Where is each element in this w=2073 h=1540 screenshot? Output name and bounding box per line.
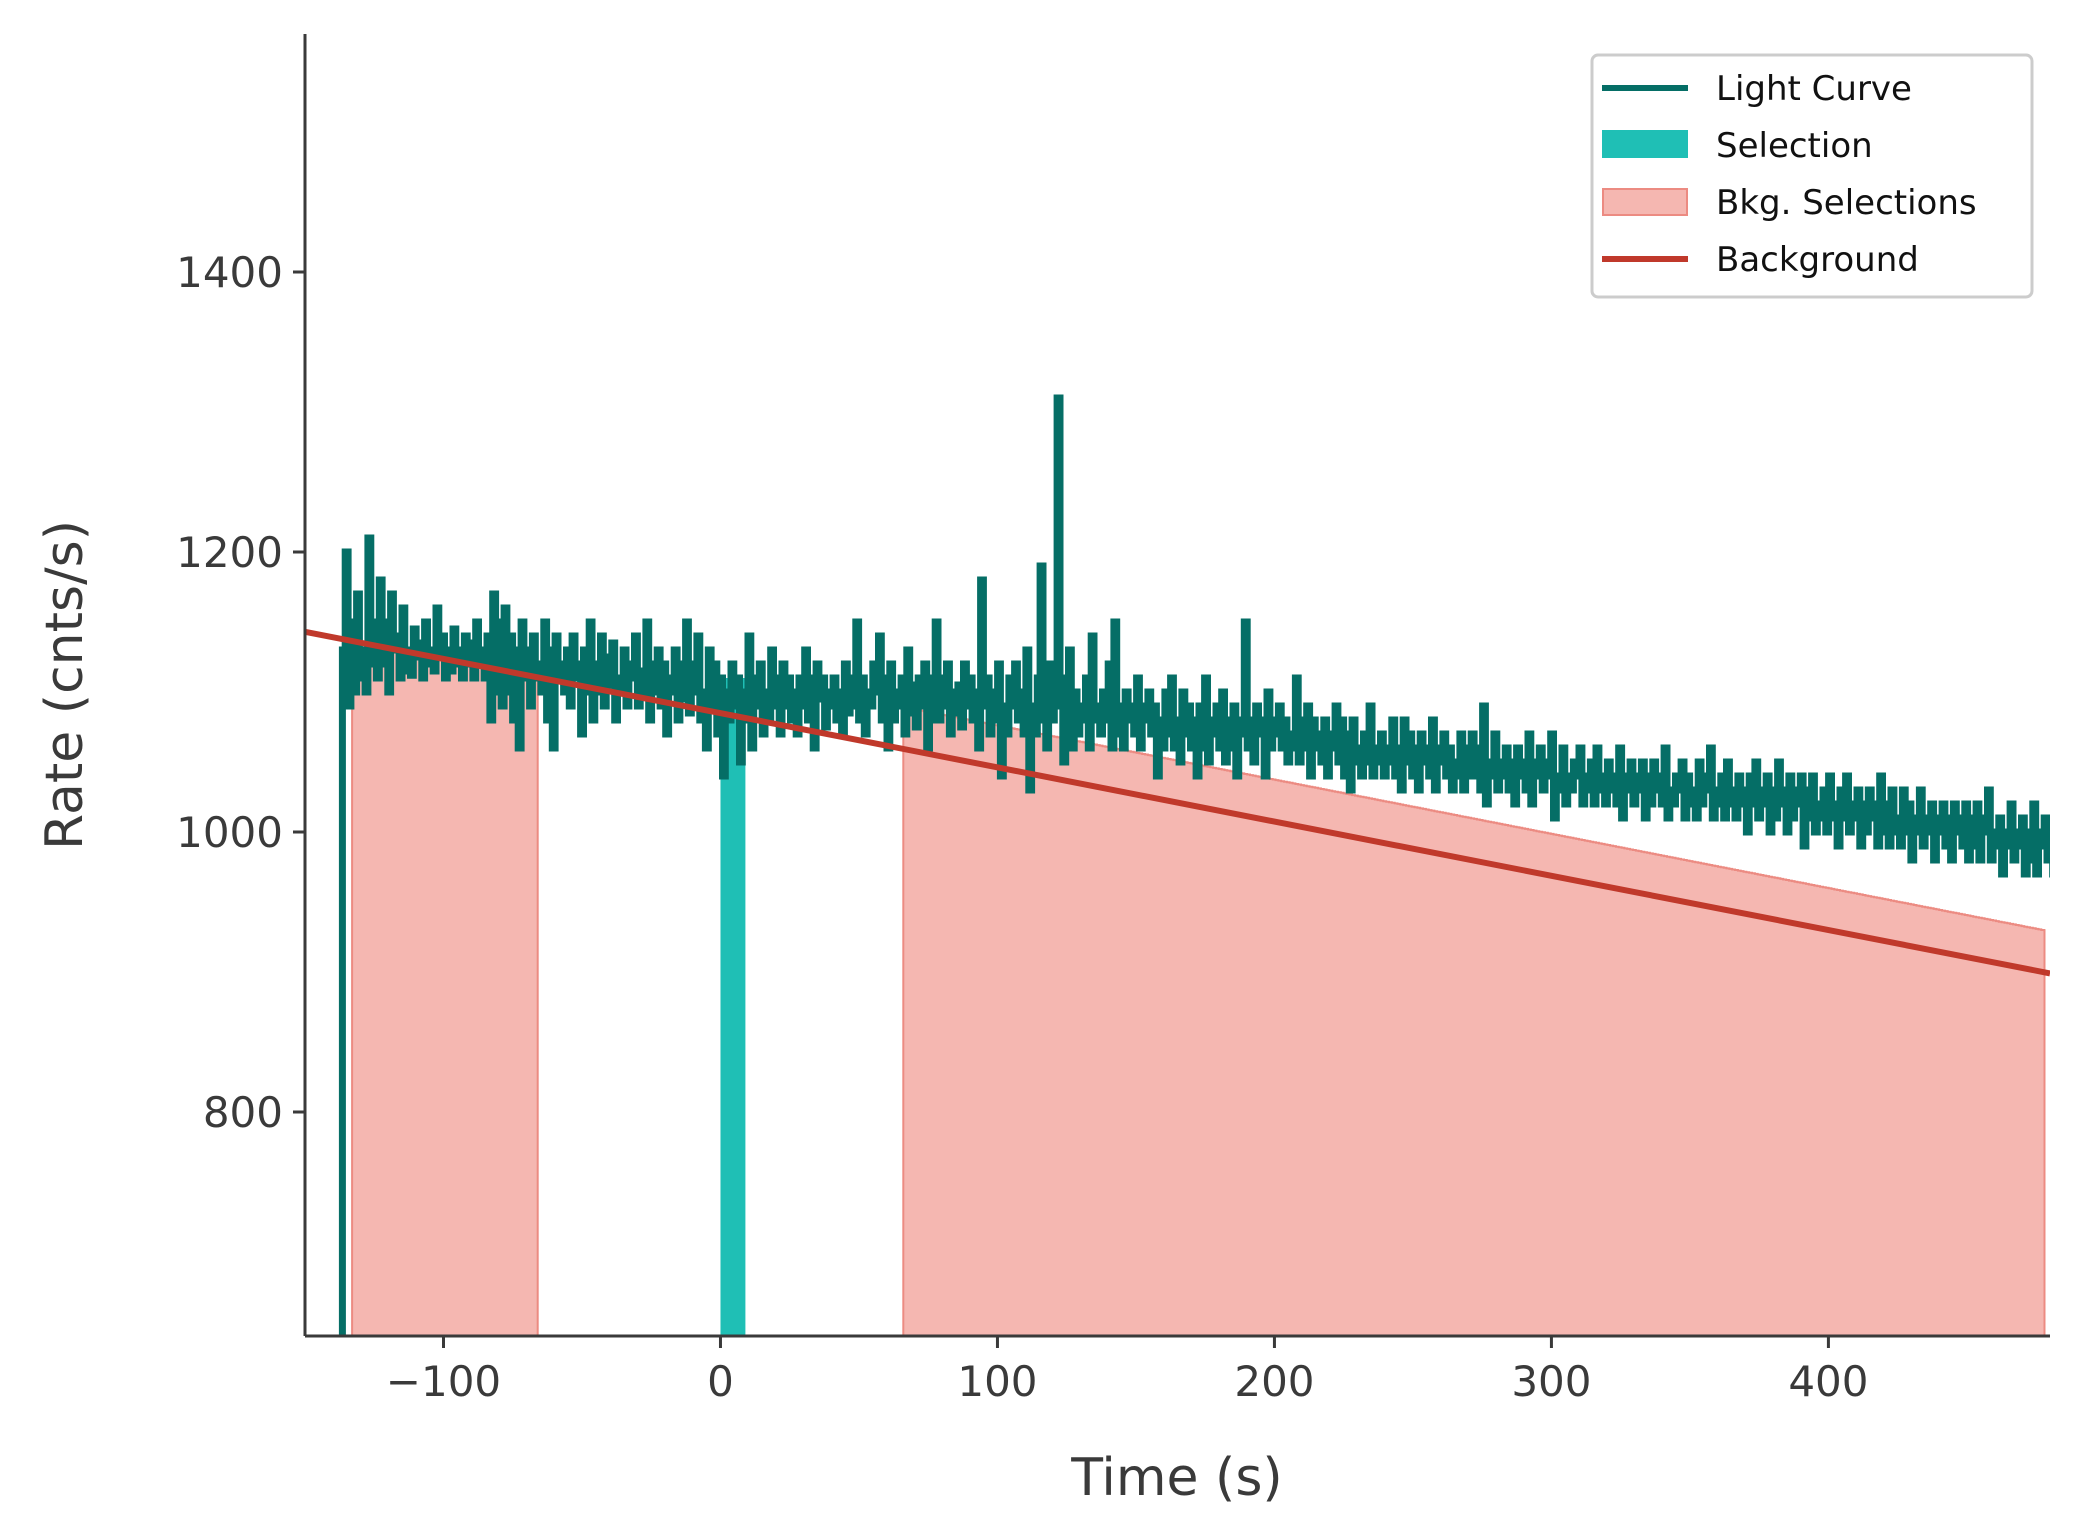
x-tick-label: 200 <box>1234 1357 1314 1406</box>
background-fit-layer <box>305 628 2050 977</box>
y-axis-label: Rate (cnts/s) <box>35 520 95 850</box>
legend-label-selection: Selection <box>1716 126 1873 166</box>
x-tick-label: −100 <box>386 1357 501 1406</box>
legend-label-bkg-selections: Bkg. Selections <box>1716 183 1977 223</box>
x-tick-label: 100 <box>957 1357 1037 1406</box>
y-ticks: 800 1000 1200 1400 <box>176 248 305 1137</box>
background-fit-line <box>305 628 2050 977</box>
legend-swatch-selection <box>1602 130 1688 158</box>
legend-swatch-bkg-selections <box>1602 188 1688 216</box>
selection-layer <box>720 678 746 1336</box>
y-tick-label: 800 <box>203 1088 283 1137</box>
legend-label-light-curve: Light Curve <box>1716 69 1912 109</box>
x-tick-label: 300 <box>1511 1357 1591 1406</box>
legend-label-background: Background <box>1716 240 1919 280</box>
x-tick-label: 400 <box>1788 1357 1868 1406</box>
y-tick-label: 1200 <box>176 528 283 577</box>
selection-region <box>720 678 746 1336</box>
legend-frame <box>1590 53 2034 299</box>
x-tick-label: 0 <box>707 1357 734 1406</box>
y-tick-label: 1000 <box>176 808 283 857</box>
light-curve-line <box>338 394 2050 1336</box>
x-axis-label: Time (s) <box>1070 1448 1282 1508</box>
bkg-selections-layer <box>351 599 2046 1336</box>
x-ticks: −100 0 100 200 300 400 <box>386 1336 1868 1406</box>
light-curve-layer <box>338 394 2050 1336</box>
legend: Light Curve Selection Bkg. Selections Ba… <box>1590 53 2034 299</box>
y-tick-label: 1400 <box>176 248 283 297</box>
